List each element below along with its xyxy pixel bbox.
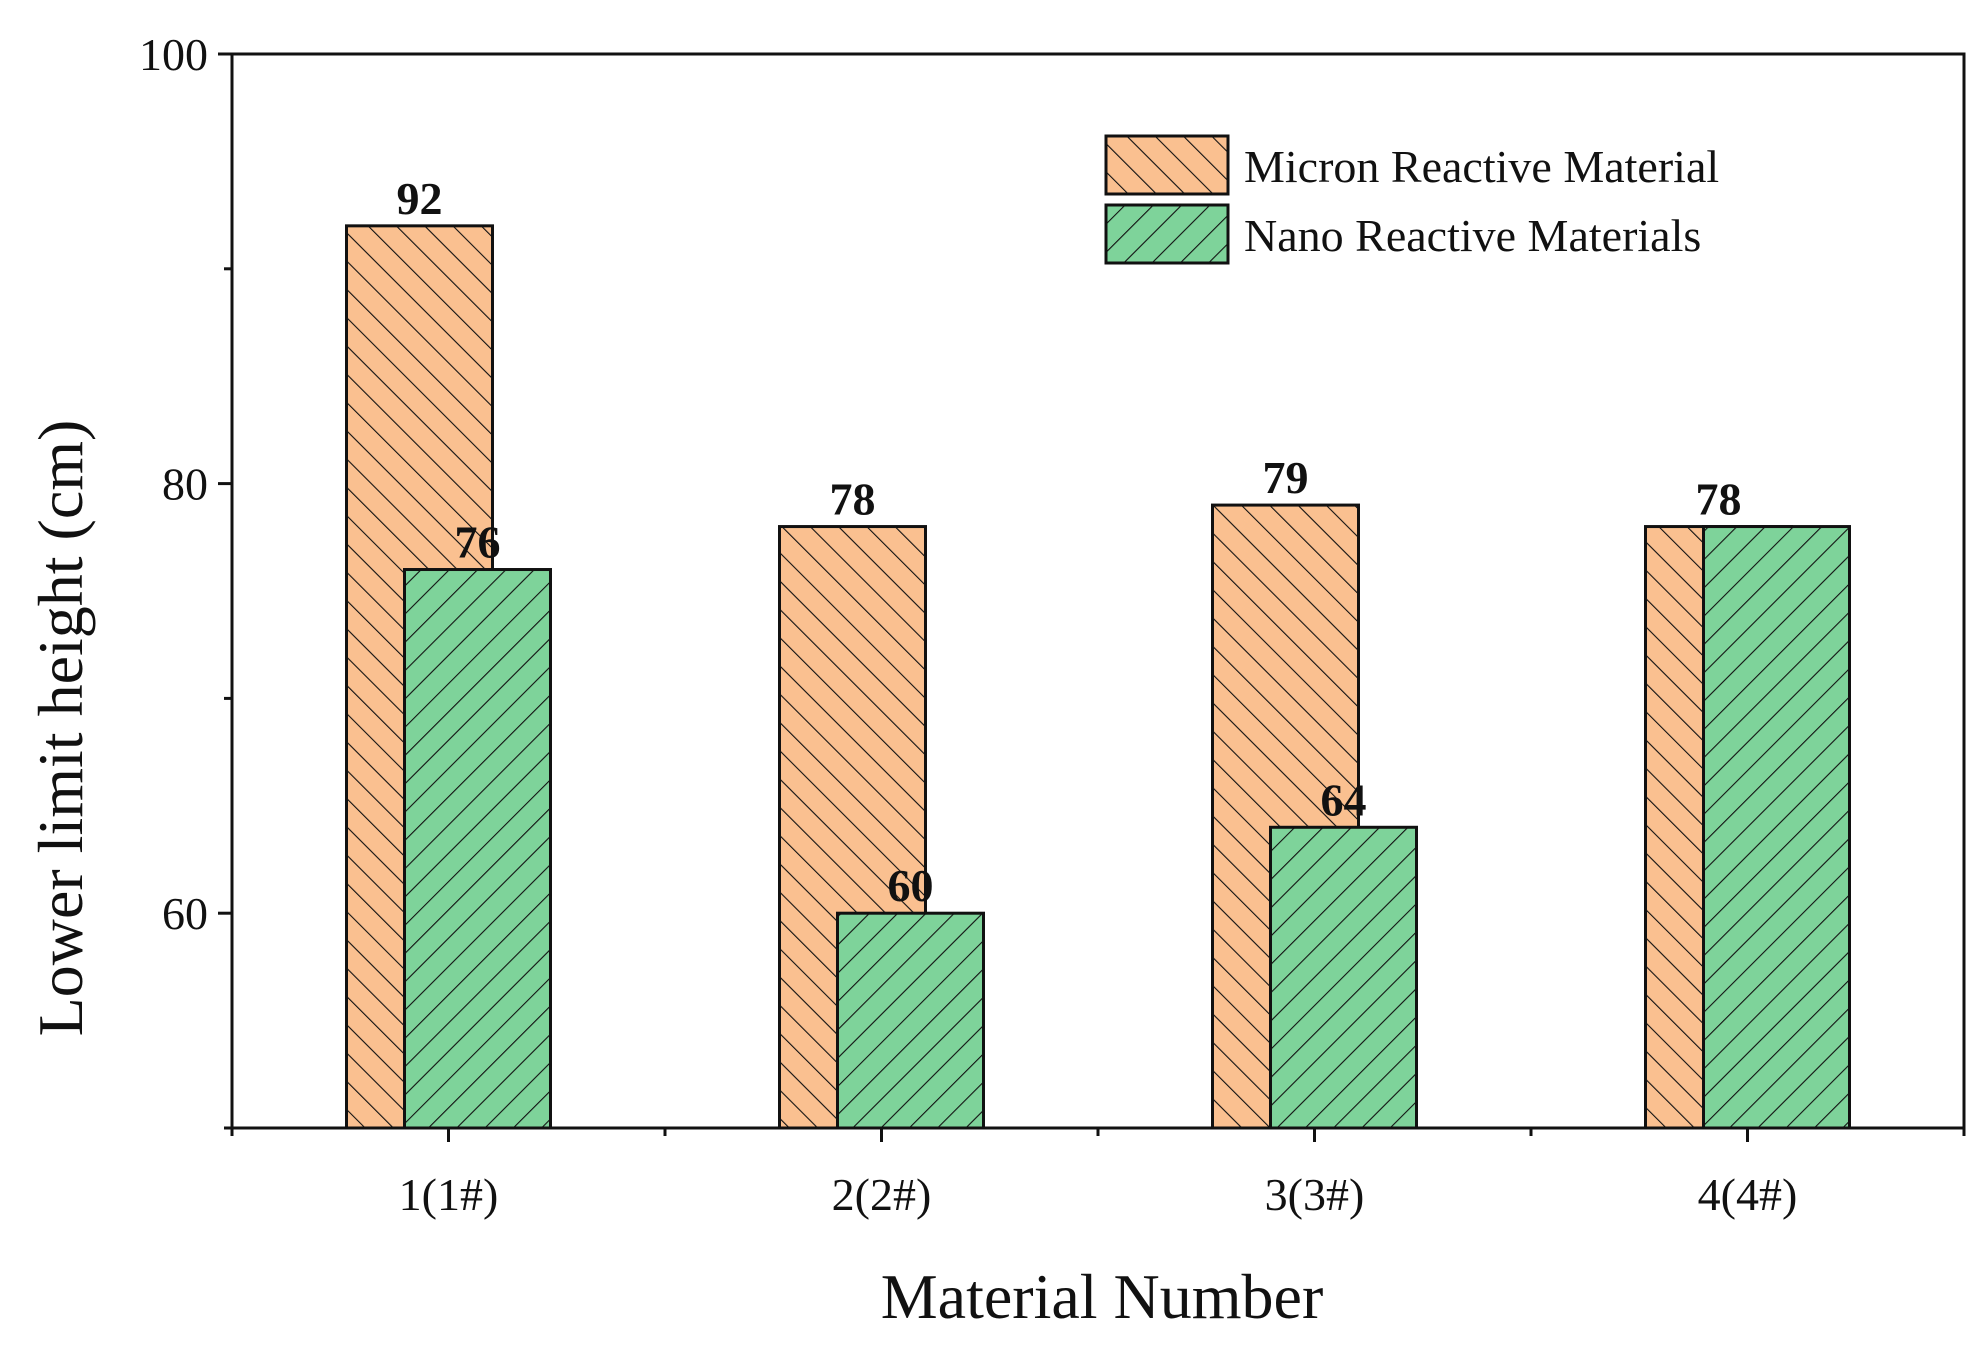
x-axis-title: Material Number	[881, 1261, 1324, 1332]
value-label-micron-2: 78	[830, 474, 876, 525]
value-label-nano-1: 76	[455, 517, 501, 568]
value-label-micron-1: 92	[397, 173, 443, 224]
y-tick-label-80: 80	[162, 459, 208, 510]
bar-nano-1	[403, 568, 552, 1130]
ticks-layer: 1(1#) 2(2#) 3(3#) 4(4#) 60 80 100	[139, 29, 1966, 1220]
legend: Micron Reactive Material Nano Reactive M…	[1104, 134, 1719, 265]
bars-layer	[345, 224, 1851, 1130]
legend-swatch-micron	[1104, 134, 1230, 196]
bar-nano-2	[836, 911, 985, 1130]
value-label-micron-3: 79	[1263, 452, 1309, 503]
value-label-nano-2: 60	[888, 860, 934, 911]
bar-nano-4	[1702, 525, 1851, 1130]
legend-swatch-nano	[1104, 203, 1230, 265]
legend-label-nano: Nano Reactive Materials	[1244, 210, 1701, 261]
value-label-micron-4: 78	[1696, 474, 1742, 525]
y-tick-label-60: 60	[162, 888, 208, 939]
x-tick-label-2: 2(2#)	[832, 1169, 932, 1220]
x-tick-label-3: 3(3#)	[1265, 1169, 1365, 1220]
legend-label-micron: Micron Reactive Material	[1244, 141, 1719, 192]
value-label-nano-3: 64	[1321, 774, 1367, 825]
bar-nano-3	[1269, 825, 1418, 1130]
x-tick-label-4: 4(4#)	[1698, 1169, 1798, 1220]
x-tick-label-1: 1(1#)	[399, 1169, 499, 1220]
y-axis-title: Lower limit height (cm)	[25, 420, 96, 1037]
y-tick-label-100: 100	[139, 29, 208, 80]
value-labels-layer: 92 76 78 60 79 64 78	[397, 173, 1742, 911]
